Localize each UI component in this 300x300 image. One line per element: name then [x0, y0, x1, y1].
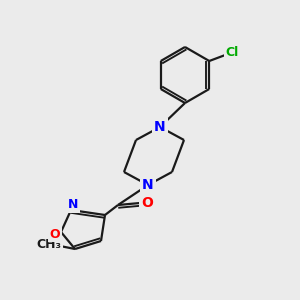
Text: N: N [142, 178, 154, 192]
Text: N: N [68, 199, 78, 212]
Text: O: O [50, 227, 60, 241]
Text: CH₃: CH₃ [37, 238, 62, 250]
Text: O: O [141, 196, 153, 210]
Text: N: N [154, 120, 166, 134]
Text: Cl: Cl [226, 46, 239, 59]
